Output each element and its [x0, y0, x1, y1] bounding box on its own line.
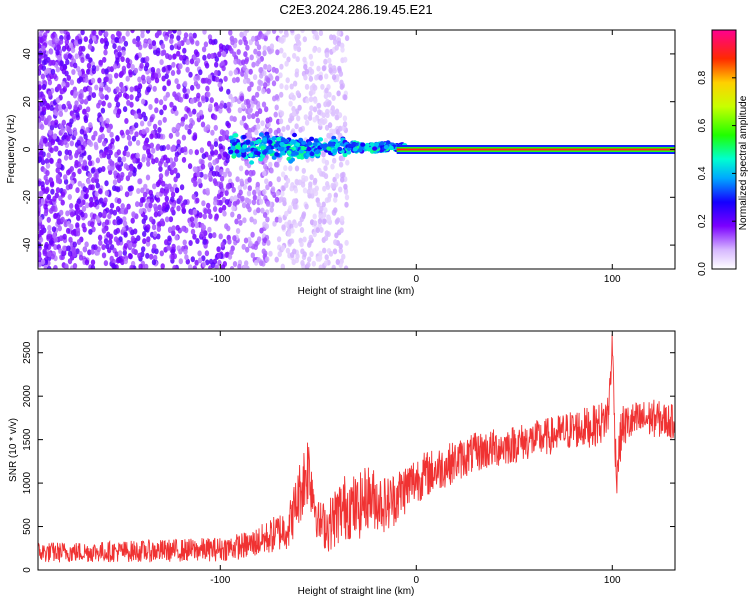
spectrogram-y-ticks: -40 -20 0 20 40 — [22, 48, 675, 252]
snr-y-tick-label: 2000 — [22, 385, 33, 408]
colorbar-tick-label: 0.6 — [697, 118, 708, 132]
spectrogram-y-tick-label: -20 — [22, 190, 33, 205]
spectrogram-y-tick-label: 40 — [22, 48, 33, 60]
colorbar-tick-label: 0.0 — [697, 262, 708, 276]
snr-x-tick-label: 100 — [604, 575, 621, 586]
snr-y-tick-label: 1000 — [22, 472, 33, 495]
snr-x-tick-label: -100 — [210, 575, 230, 586]
colorbar: 0.0 0.2 0.4 0.6 0.8 Normalized spectral ampl… — [697, 29, 749, 276]
snr-x-ticks: -100 0 100 — [210, 331, 621, 586]
snr-y-label: SNR (10 * v/v) — [8, 418, 19, 482]
colorbar-tick-label: 0.4 — [697, 166, 708, 180]
spectrogram-x-label: Height of straight line (km) — [298, 286, 415, 297]
snr-y-tick-label: 2500 — [22, 341, 33, 364]
colorbar-ticks: 0.0 0.2 0.4 0.6 0.8 — [697, 70, 736, 276]
snr-y-tick-label: 1500 — [22, 428, 33, 451]
snr-x-label: Height of straight line (km) — [298, 586, 415, 597]
snr-series — [38, 334, 675, 563]
colorbar-tick-label: 0.8 — [697, 70, 708, 84]
snr-panel: -100 0 100 0 500 1000 1500 2000 2500 Height of … — [8, 330, 676, 597]
snr-frame — [37, 330, 676, 571]
snr-x-tick-label: 0 — [413, 575, 419, 586]
spectrogram-panel: -100 0 100 -40 -20 0 20 40 Height of straight … — [6, 29, 676, 297]
snr-y-tick-label: 0 — [22, 567, 33, 573]
colorbar-gradient — [711, 29, 737, 270]
snr-y-tick-label: 500 — [22, 518, 33, 535]
spectrogram-y-label: Frequency (Hz) — [6, 115, 17, 184]
chart-title: C2E3.2024.286.19.45.E21 — [279, 2, 432, 17]
spectrogram-y-tick-label: -40 — [22, 237, 33, 252]
spectrogram-x-tick-label: 0 — [413, 274, 419, 285]
spectrogram-image — [38, 30, 675, 269]
spectrogram-x-tick-label: 100 — [604, 274, 621, 285]
spectrogram-y-tick-label: 20 — [22, 96, 33, 108]
snr-y-ticks: 0 500 1000 1500 2000 2500 — [22, 341, 675, 573]
snr-line — [38, 334, 675, 563]
spectrogram-y-tick-label: 0 — [22, 146, 33, 152]
spectrogram-x-tick-label: -100 — [210, 274, 230, 285]
colorbar-tick-label: 0.2 — [697, 214, 708, 228]
colorbar-label: Normalized spectral amplitude — [738, 95, 749, 230]
spectrogram-x-ticks: -100 0 100 — [210, 30, 621, 285]
